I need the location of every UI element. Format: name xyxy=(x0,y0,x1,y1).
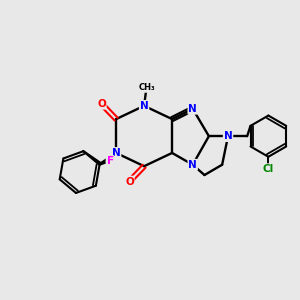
Text: O: O xyxy=(97,99,106,109)
Text: N: N xyxy=(188,104,197,114)
Text: F: F xyxy=(106,156,114,166)
Text: N: N xyxy=(188,160,197,170)
Text: N: N xyxy=(224,131,233,141)
Text: CH₃: CH₃ xyxy=(138,83,155,92)
Text: N: N xyxy=(112,148,121,158)
Text: Cl: Cl xyxy=(263,164,274,174)
Text: N: N xyxy=(140,101,148,111)
Text: O: O xyxy=(125,176,134,187)
